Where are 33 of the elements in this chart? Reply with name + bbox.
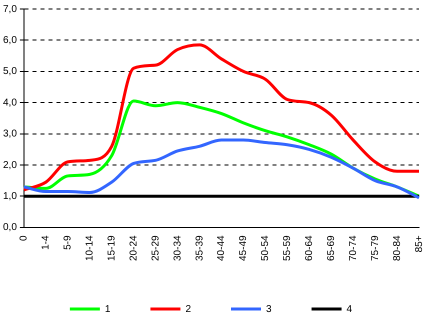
y-tick-label: 4,0 [2, 97, 18, 108]
legend-label: 1 [104, 304, 111, 315]
x-tick-label: 80-84 [392, 234, 403, 261]
x-tick-label: 0 [18, 234, 30, 241]
x-tick-label: 25-29 [150, 234, 162, 261]
x-tick-label: 40-44 [216, 234, 228, 261]
y-tick-label: 3,0 [2, 128, 18, 140]
x-tick-label: 75-79 [370, 234, 381, 261]
x-tick-label: 30-34 [172, 234, 184, 261]
x-tick-label: 20-24 [128, 234, 140, 261]
line-series [22, 43, 420, 192]
x-tick-label: 35-39 [194, 234, 206, 261]
y-tick-label: 1,0 [2, 190, 18, 202]
line-series [22, 138, 420, 200]
x-tick-label: 15-19 [106, 234, 118, 261]
y-tick-label: 7,0 [2, 4, 18, 15]
y-tick-label: 6,0 [2, 34, 18, 46]
x-tick-label: 10-14 [84, 234, 96, 261]
legend-label: 3 [266, 304, 272, 315]
x-tick-label: 55-59 [282, 234, 294, 261]
legend-label: 4 [346, 304, 353, 315]
y-tick-label: 5,0 [2, 66, 18, 78]
y-tick-label: 0,0 [2, 222, 18, 234]
x-tick-label: 65-69 [326, 234, 337, 261]
x-tick-label: 50-54 [260, 234, 272, 261]
y-tick-label: 2,0 [2, 160, 18, 171]
x-tick-label: 45-49 [238, 234, 250, 261]
x-tick-label: 60-64 [304, 234, 315, 261]
x-tick-label: 85+ [414, 235, 425, 252]
x-tick-label: 70-74 [348, 234, 359, 261]
legend-label: 2 [185, 304, 192, 315]
x-tick-label: 5-9 [62, 234, 74, 250]
x-tick-label: 1-4 [40, 234, 52, 250]
